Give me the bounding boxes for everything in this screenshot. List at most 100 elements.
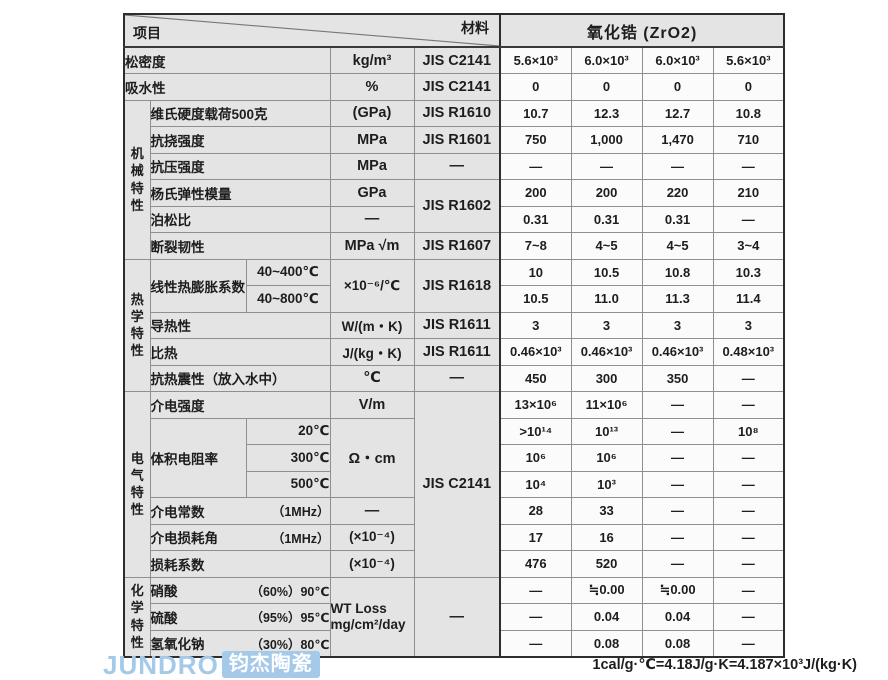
value-cell: 10.8 (641, 258, 714, 286)
property-cell: 比热 (149, 338, 331, 366)
unit-cell: — (329, 205, 415, 233)
value-cell: 10 (499, 258, 572, 286)
value-cell: 0.46×10³ (570, 338, 643, 366)
category-mechanical: 机械特性 (123, 99, 151, 260)
value-cell: 3 (570, 311, 643, 339)
value-cell: — (712, 523, 785, 551)
property-cell: 损耗系数 (149, 550, 331, 578)
unit-cell: WT Loss mg/cm²/day (329, 576, 415, 657)
property-cell: 抗挠强度 (149, 126, 331, 154)
items-label: 项目 (133, 25, 161, 41)
property-name: 硝酸 (150, 584, 178, 600)
unit-cell: (GPa) (329, 99, 415, 127)
value-cell: — (712, 391, 785, 419)
header-row: 项目 材料 氧化锆 (ZrO2) (123, 13, 785, 48)
value-cell: 476 (499, 550, 572, 578)
value-cell: 5.6×10³ (499, 46, 572, 74)
value-cell: 1,000 (570, 126, 643, 154)
value-cell: 6.0×10³ (570, 46, 643, 74)
category-electrical: 电气特性 (123, 391, 151, 578)
property-cell: 松密度 (123, 46, 331, 74)
value-cell: — (712, 152, 785, 180)
value-cell: 11×10⁶ (570, 391, 643, 419)
property-cell: 导热性 (149, 311, 331, 339)
value-cell: 16 (570, 523, 643, 551)
property-cell: 吸水性 (123, 73, 331, 101)
value-cell: — (712, 576, 785, 604)
value-cell: 0 (499, 73, 572, 101)
value-cell: 0.08 (570, 629, 643, 657)
temp-range-cell: 40~800℃ (245, 285, 331, 313)
jis-standard-cell: JIS C2141 (413, 46, 502, 74)
value-cell: 10⁴ (499, 470, 572, 498)
property-cell: 介电常数 （1MHz） (149, 497, 331, 525)
value-cell: 12.7 (641, 99, 714, 127)
jis-standard-cell: — (413, 576, 502, 657)
value-cell: ≒0.00 (641, 576, 714, 604)
material-property-table-wrap: 项目 材料 氧化锆 (ZrO2) 松密度 kg/m³ JIS C2141 5.6… (123, 13, 786, 658)
row-loss-factor: 损耗系数 (×10⁻⁴) 476 520 — — (124, 550, 785, 578)
value-cell: 200 (570, 179, 643, 207)
row-youngs-modulus: 杨氏弹性模量 GPa JIS R1602 200 200 220 210 (124, 179, 785, 233)
logo-chinese-badge: 钧杰陶瓷 (221, 651, 320, 678)
row-thermal-conductivity: 导热性 W/(m・K) JIS R1611 3 3 3 3 (124, 311, 785, 339)
property-cell: 介电损耗角 （1MHz） (149, 523, 331, 551)
row-bulk-density: 松密度 kg/m³ JIS C2141 5.6×10³ 6.0×10³ 6.0×… (123, 46, 785, 74)
value-cell: — (499, 576, 572, 604)
value-cell: 10.5 (570, 258, 643, 286)
material-label: 材料 (461, 20, 490, 36)
value-cell: 0.08 (641, 629, 714, 657)
property-cell: 泊松比 (149, 205, 331, 233)
property-condition: （95%）95℃ (250, 611, 330, 626)
property-condition: （60%）90℃ (250, 584, 330, 599)
unit-cell: (×10⁻⁴) (329, 523, 415, 551)
value-cell: — (712, 603, 785, 631)
row-thermal-expansion-400: 热学特性 线性热膨胀系数 40~400℃ ×10⁻⁶/℃ JIS R1618 1… (123, 258, 785, 392)
row-dielectric-strength: 电气特性 介电强度 V/m JIS C2141 13×10⁶ 11×10⁶ — … (123, 391, 785, 578)
unit-cell: kg/m³ (329, 46, 415, 74)
jundro-logo: JUNDRO 钧杰陶瓷 (103, 651, 320, 678)
value-cell: 5.6×10³ (712, 46, 785, 74)
property-cell: 维氏硬度载荷500克 (149, 99, 331, 127)
jis-standard-cell: — (413, 152, 502, 180)
value-cell: 1,470 (641, 126, 714, 154)
value-cell: 10⁶ (499, 444, 572, 472)
unit-cell: MPa √m (329, 232, 415, 260)
value-cell: 4~5 (570, 232, 643, 260)
value-cell: 220 (641, 179, 714, 207)
row-volume-resistivity-500: 500℃ 10⁴ 10³ — — (124, 470, 785, 498)
value-cell: — (641, 470, 714, 498)
material-name-header: 氧化锆 (ZrO2) (499, 13, 785, 48)
value-cell: 10¹³ (570, 417, 643, 445)
unit-cell: ℃ (329, 364, 415, 392)
jis-standard-cell: JIS C2141 (413, 73, 502, 101)
row-compressive-strength: 抗压强度 MPa — — — — — (124, 152, 785, 180)
logo-jundro-wordmark: JUNDRO (103, 649, 219, 680)
row-vickers-hardness: 机械特性 维氏硬度载荷500克 (GPa) JIS R1610 10.7 12.… (123, 99, 785, 260)
property-cell: 抗热震性（放入水中） (149, 364, 331, 392)
value-cell: — (499, 629, 572, 657)
value-cell: 10⁶ (570, 444, 643, 472)
jis-standard-cell: JIS R1611 (413, 338, 502, 366)
unit-conversion-note: 1cal/g·℃=4.18J/g·K=4.187×10³J/(kg·K) (592, 657, 857, 673)
property-condition: （1MHz） (271, 505, 330, 520)
value-cell: 0.04 (570, 603, 643, 631)
value-cell: 10.7 (499, 99, 572, 127)
jis-standard-cell: — (413, 364, 502, 392)
jis-standard-cell: JIS R1607 (413, 232, 502, 260)
unit-line1: WT Loss (330, 600, 387, 616)
category-chemical: 化学特性 (123, 576, 151, 657)
diagonal-line (125, 15, 494, 45)
property-condition: （1MHz） (271, 531, 330, 546)
value-cell: 10.5 (499, 285, 572, 313)
row-thermal-expansion-800: 40~800℃ 10.5 11.0 11.3 11.4 (124, 285, 785, 313)
row-dielectric-constant: 介电常数 （1MHz） — 28 33 — — (124, 497, 785, 525)
jis-standard-cell: JIS R1601 (413, 126, 502, 154)
property-condition: （30%）80℃ (250, 637, 330, 652)
property-cell: 介电强度 (149, 391, 331, 419)
row-nitric-acid: 化学特性 硝酸 （60%）90℃ WT Loss mg/cm²/day — — … (123, 576, 785, 657)
value-cell: 0 (570, 73, 643, 101)
unit-cell: J/(kg・K) (329, 338, 415, 366)
value-cell: 0.04 (641, 603, 714, 631)
